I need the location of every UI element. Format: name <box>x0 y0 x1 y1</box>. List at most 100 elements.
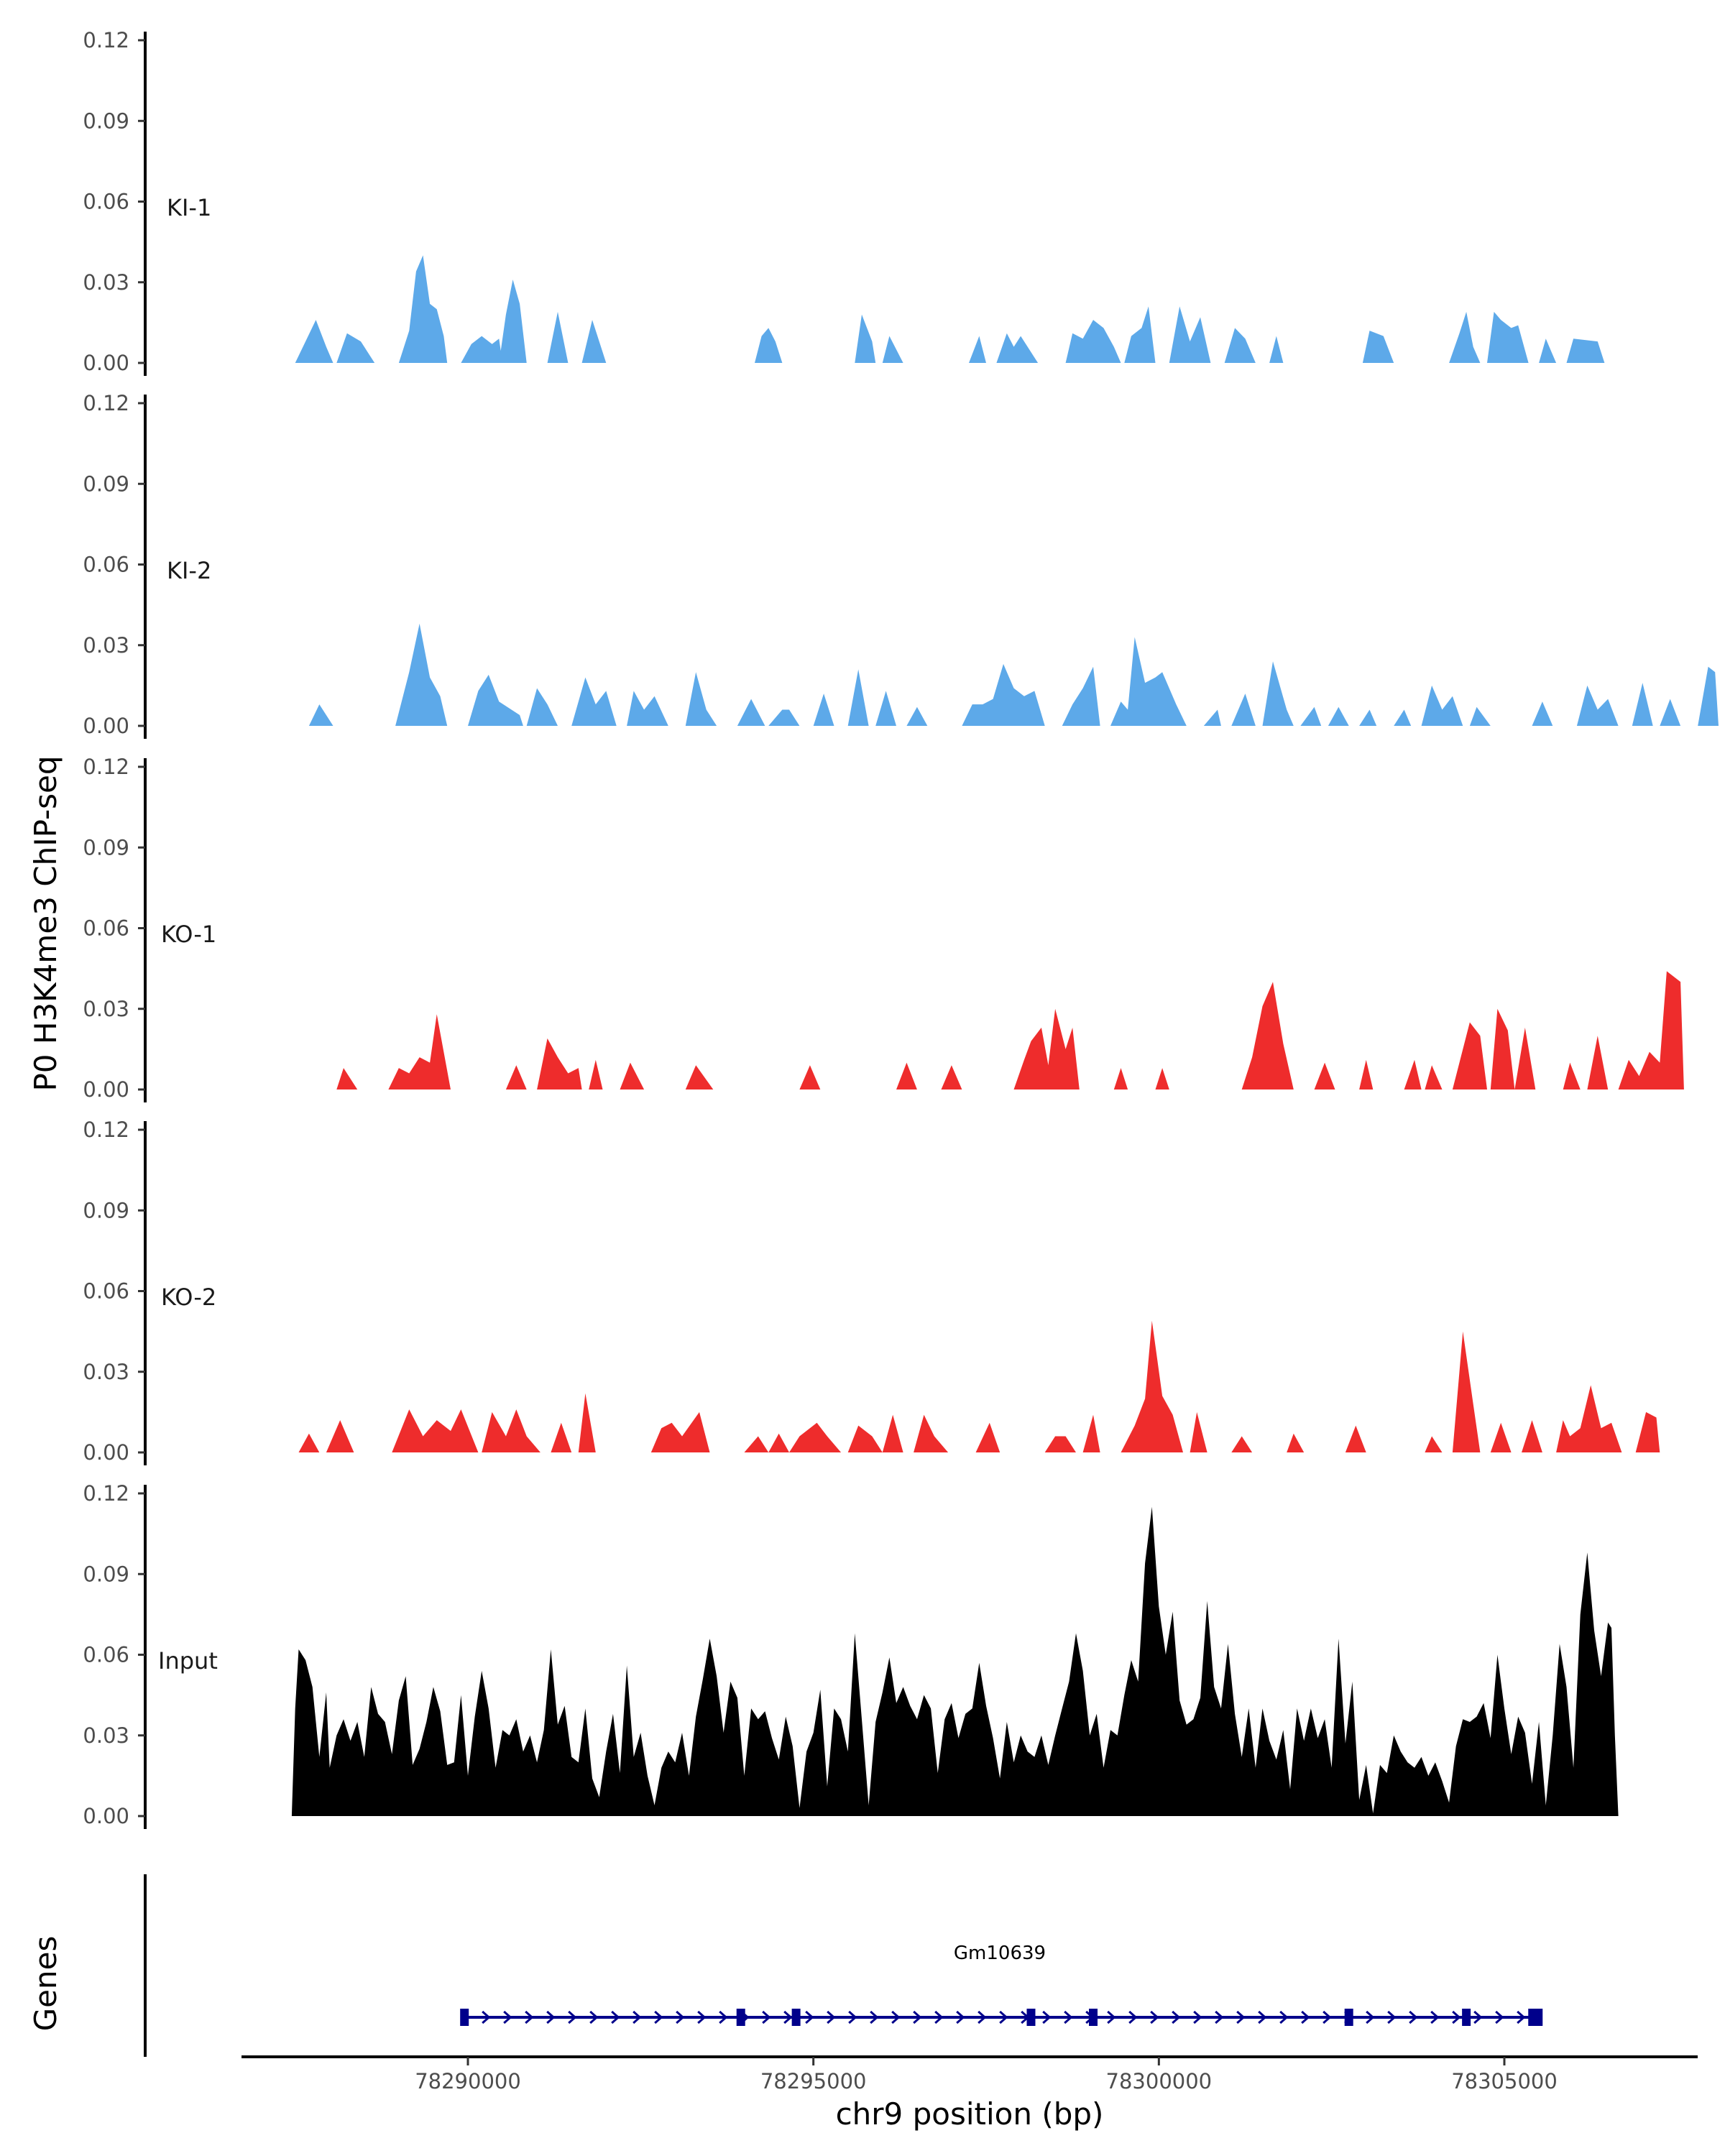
track-label: KO-1 <box>161 921 216 948</box>
x-ticks: 78290000 78295000 78300000 78305000 <box>415 2057 1558 2093</box>
strand-arrow <box>1409 2010 1418 2024</box>
strand-arrow <box>525 2010 534 2024</box>
x-axis: 78290000 78295000 78300000 78305000 chr9 po… <box>242 2055 1698 2132</box>
strand-arrow <box>1107 2010 1116 2024</box>
panel-ki-2: 0.00 0.03 0.06 0.09 0.12 KI-2 <box>83 391 1719 739</box>
coverage-area-ki-1 <box>295 255 1605 363</box>
strand-arrow <box>934 2010 944 2024</box>
y-tick-label: 0.03 <box>83 1723 129 1748</box>
coverage-area-ki-2 <box>308 623 1719 726</box>
y-tick-label: 0.09 <box>83 1198 129 1222</box>
strand-arrow <box>1301 2010 1310 2024</box>
y-tick-label: 0.06 <box>83 1643 129 1667</box>
gene-exon <box>736 2009 745 2026</box>
strand-arrow <box>1473 2010 1483 2024</box>
gene-exon <box>1026 2009 1036 2026</box>
gene-exon <box>1528 2009 1543 2026</box>
x-tick-label: 78290000 <box>415 2069 521 2093</box>
y-tick-label: 0.00 <box>83 1077 129 1102</box>
gene-track-label: Genes <box>28 1936 63 2032</box>
gene-track: Genes Gm10639 <box>28 1874 1543 2057</box>
y-tick-label: 0.03 <box>83 997 129 1021</box>
y-tick-label: 0.03 <box>83 633 129 658</box>
strand-arrow <box>1172 2010 1181 2024</box>
coverage-area-ko-1 <box>336 971 1684 1089</box>
strand-arrow <box>1452 2010 1461 2024</box>
strand-arrow <box>568 2010 577 2024</box>
y-tick-label: 0.09 <box>83 1562 129 1586</box>
strand-arrow <box>978 2010 987 2024</box>
strand-arrow <box>1064 2010 1073 2024</box>
y-tick-label: 0.12 <box>83 391 129 415</box>
x-axis-label: chr9 position (bp) <box>836 2096 1104 2132</box>
strand-arrow <box>503 2010 512 2024</box>
strand-arrow <box>1193 2010 1202 2024</box>
gene-name-label: Gm10639 <box>954 1943 1046 1964</box>
strand-arrow <box>999 2010 1008 2024</box>
strand-arrow <box>1366 2010 1375 2024</box>
strand-arrow <box>1042 2010 1052 2024</box>
strand-arrow <box>891 2010 901 2024</box>
strand-arrow <box>1430 2010 1440 2024</box>
y-tick-label: 0.06 <box>83 916 129 941</box>
strand-arrow <box>611 2010 620 2024</box>
y-tick-label: 0.03 <box>83 1360 129 1384</box>
strand-arrow <box>848 2010 857 2024</box>
strand-arrow <box>719 2010 728 2024</box>
strand-arrow <box>1258 2010 1267 2024</box>
strand-arrow <box>827 2010 836 2024</box>
strand-arrow <box>783 2010 793 2024</box>
panel-ko-1: 0.00 0.03 0.06 0.09 0.12 KO-1 <box>83 755 1684 1102</box>
track-label: KI-1 <box>167 194 211 221</box>
gene-exon <box>1089 2009 1098 2026</box>
y-tick-label: 0.00 <box>83 714 129 738</box>
gene-exon <box>1344 2009 1353 2026</box>
strand-arrow <box>870 2010 879 2024</box>
strand-arrow <box>956 2010 965 2024</box>
strand-arrow <box>1128 2010 1138 2024</box>
y-tick-label: 0.09 <box>83 835 129 860</box>
strand-arrow <box>632 2010 642 2024</box>
strand-arrow <box>1495 2010 1504 2024</box>
strand-arrow <box>654 2010 663 2024</box>
strand-arrow <box>1517 2010 1526 2024</box>
strand-arrow <box>1150 2010 1159 2024</box>
gene-exon <box>791 2009 801 2026</box>
track-label: KO-2 <box>161 1284 216 1311</box>
gene-exon <box>1462 2009 1471 2026</box>
gene-exon <box>460 2009 469 2026</box>
y-axis-label: P0 H3K4me3 ChIP-seq <box>28 755 63 1091</box>
y-tick-label: 0.09 <box>83 471 129 496</box>
coverage-area-ko-2 <box>298 1320 1660 1452</box>
x-tick-label: 78305000 <box>1451 2069 1558 2093</box>
y-tick-label: 0.12 <box>83 1118 129 1142</box>
coverage-area-input <box>291 1506 1619 1816</box>
x-tick-label: 78295000 <box>760 2069 867 2093</box>
strand-arrow <box>482 2010 491 2024</box>
y-tick-label: 0.12 <box>83 28 129 52</box>
y-tick-label: 0.06 <box>83 553 129 577</box>
x-tick-label: 78300000 <box>1106 2069 1213 2093</box>
strand-arrow <box>589 2010 599 2024</box>
strand-arrow <box>1236 2010 1246 2024</box>
strand-arrow <box>913 2010 922 2024</box>
y-tick-label: 0.12 <box>83 755 129 779</box>
strand-arrow <box>676 2010 685 2024</box>
strand-arrow <box>762 2010 771 2024</box>
y-tick-label: 0.06 <box>83 190 129 214</box>
y-tick-label: 0.00 <box>83 1440 129 1465</box>
track-label: Input <box>158 1647 218 1674</box>
track-label: KI-2 <box>167 557 211 584</box>
strand-arrow <box>1322 2010 1332 2024</box>
gene-model <box>460 2009 1543 2026</box>
strand-arrow <box>697 2010 707 2024</box>
y-tick-label: 0.00 <box>83 351 129 375</box>
y-tick-label: 0.03 <box>83 270 129 295</box>
y-tick-label: 0.06 <box>83 1279 129 1304</box>
strand-arrow <box>1387 2010 1397 2024</box>
strand-arrow <box>1279 2010 1289 2024</box>
panel-ko-2: 0.00 0.03 0.06 0.09 0.12 KO-2 <box>83 1118 1660 1465</box>
y-tick-label: 0.09 <box>83 109 129 133</box>
y-tick-label: 0.00 <box>83 1804 129 1828</box>
